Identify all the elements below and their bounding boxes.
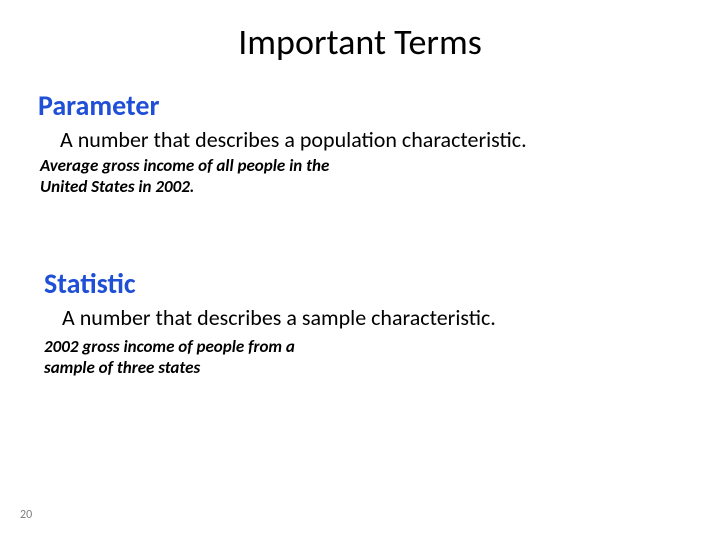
term-example-parameter: Average gross income of all people in th… — [40, 155, 340, 198]
term-example-statistic: 2002 gross income of people from a sampl… — [44, 336, 344, 379]
term-heading-statistic: Statistic — [44, 266, 136, 301]
page-number: 20 — [20, 508, 32, 522]
slide: { "title": "Important Terms", "terms": [… — [0, 0, 720, 540]
term-definition-parameter: A number that describes a population cha… — [60, 126, 527, 153]
term-definition-statistic: A number that describes a sample charact… — [62, 304, 496, 331]
slide-title: Important Terms — [0, 20, 720, 64]
term-heading-parameter: Parameter — [38, 88, 159, 123]
